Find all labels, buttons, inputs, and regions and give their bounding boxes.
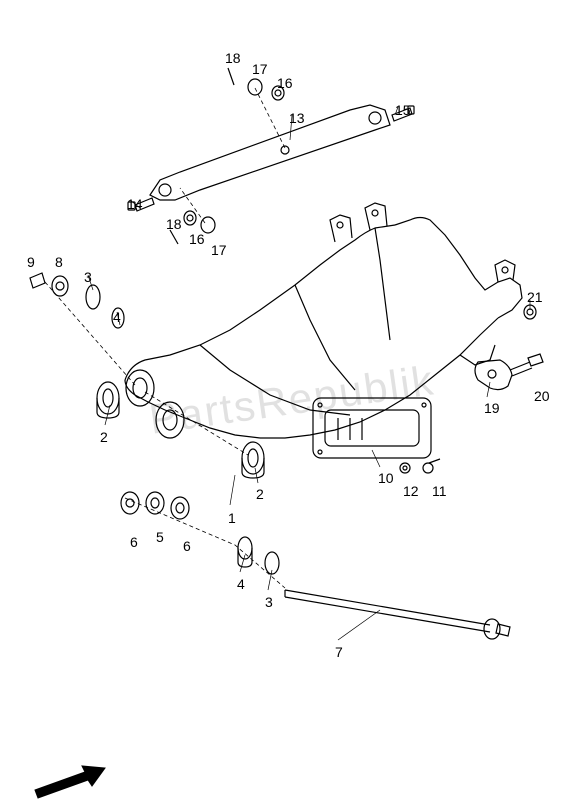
lower-collars	[121, 492, 189, 519]
lower-spacers	[238, 537, 279, 574]
callout-18a: 18	[225, 50, 241, 66]
callout-21: 21	[527, 289, 543, 305]
callout-17b: 17	[211, 242, 227, 258]
callout-8: 8	[55, 254, 63, 270]
callout-7: 7	[335, 644, 343, 660]
brace-bar	[150, 105, 390, 200]
callout-2a: 2	[100, 429, 108, 445]
callout-13: 13	[289, 110, 305, 126]
callout-6b: 6	[183, 538, 191, 554]
callout-20: 20	[534, 388, 550, 404]
callout-11: 11	[432, 483, 447, 499]
callout-16b: 16	[189, 231, 205, 247]
bushings	[97, 382, 264, 478]
left-pivot-hardware	[30, 273, 124, 328]
callout-4a: 4	[113, 309, 121, 325]
callout-2b: 2	[256, 486, 264, 502]
callout-19: 19	[484, 400, 500, 416]
callout-1: 1	[228, 510, 236, 526]
callout-9: 9	[27, 254, 35, 270]
pivot-shaft	[285, 590, 510, 639]
swingarm-body	[125, 203, 522, 438]
callout-6a: 6	[130, 534, 138, 550]
guard-screws	[400, 459, 440, 473]
callout-3a: 3	[84, 269, 92, 285]
right-bracket	[475, 305, 543, 390]
callout-5: 5	[156, 529, 164, 545]
callout-16a: 16	[277, 75, 293, 91]
callout-17a: 17	[252, 61, 268, 77]
diagram-container: PartsRepublik	[0, 0, 584, 800]
callout-4b: 4	[237, 576, 245, 592]
callout-3b: 3	[265, 594, 273, 610]
callout-15: 15	[395, 102, 411, 118]
callout-18b: 18	[166, 216, 182, 232]
callout-10: 10	[378, 470, 394, 486]
chain-guard	[313, 398, 431, 458]
callout-12: 12	[403, 483, 419, 499]
callout-14: 14	[127, 196, 143, 212]
